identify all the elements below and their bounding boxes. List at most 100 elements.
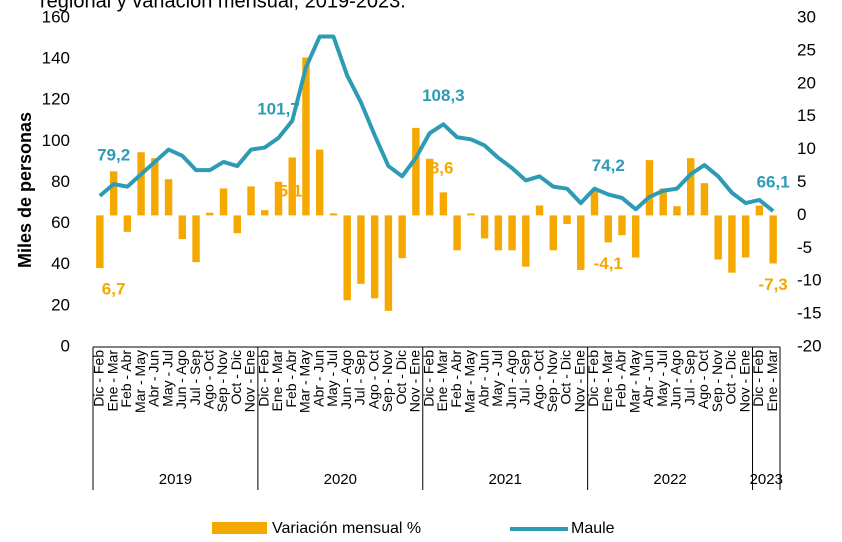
bar (357, 215, 365, 284)
bar (343, 215, 351, 301)
bar (522, 215, 530, 267)
bar (137, 152, 145, 216)
bar (549, 215, 557, 251)
x-tick-label: Jun - Ago (503, 350, 519, 409)
data-label: 74,2 (592, 156, 625, 175)
data-label: 79,2 (97, 146, 130, 165)
group-label: 2021 (489, 471, 522, 488)
x-tick-label: Oct - Dic (723, 350, 739, 404)
bar (700, 183, 709, 216)
x-tick-label: Mar - May (626, 350, 642, 413)
x-tick-label: Mar - May (132, 350, 148, 413)
bar (590, 190, 599, 216)
y2-tick-label: 0 (797, 205, 806, 224)
x-tick-label: Jul - Sep (352, 350, 368, 405)
bar (480, 215, 489, 239)
x-tick-label: Dic - Feb (750, 350, 766, 407)
legend-label: Maule (571, 520, 615, 537)
bar (714, 215, 722, 260)
y-tick-label: 140 (42, 49, 70, 68)
x-tick-label: Sep - Nov (214, 350, 230, 412)
bar (247, 186, 255, 216)
x-tick-label: Sep - Nov (379, 350, 395, 412)
x-tick-label: May - Jul (654, 350, 670, 407)
x-tick-label: Abr - Jun (475, 350, 491, 407)
x-tick-label: Ago - Oct (695, 350, 711, 409)
line (98, 34, 775, 213)
bar (728, 215, 736, 273)
bar (494, 215, 503, 251)
x-tick-label: Nov - Ene (571, 350, 587, 412)
bar (123, 215, 132, 232)
x-tick-label: Mar - May (297, 350, 313, 413)
bar (645, 160, 654, 216)
bar (659, 188, 667, 216)
y-tick-label: 160 (42, 7, 70, 26)
bar (370, 215, 379, 299)
x-tick-label: Ene - Mar (764, 350, 780, 412)
bar (288, 157, 296, 216)
bar (219, 188, 228, 216)
x-tick-label: Oct - Dic (393, 350, 409, 404)
y2-tick-label: -15 (797, 304, 822, 323)
x-tick-label: Ago - Oct (530, 350, 546, 409)
bar (109, 171, 118, 216)
bar (632, 215, 640, 258)
data-label: 66,1 (757, 173, 790, 192)
y-tick-label: 100 (42, 131, 70, 150)
bar (261, 210, 269, 216)
bar (673, 206, 681, 216)
bar (577, 215, 585, 271)
bar (178, 215, 187, 240)
data-label: -4,1 (594, 254, 623, 273)
y-tick-label: 40 (51, 254, 70, 273)
x-tick-label: Feb - Abr (283, 350, 299, 408)
y2-tick-label: 15 (797, 106, 816, 125)
x-tick-label: Jun - Ago (338, 350, 354, 409)
bar (425, 158, 434, 216)
data-label: 101,7 (257, 99, 300, 118)
y2-tick-label: -10 (797, 271, 822, 290)
y-tick-label: 60 (51, 213, 70, 232)
x-tick-label: Dic - Feb (585, 350, 601, 407)
y-tick-label: 80 (51, 172, 70, 191)
x-tick-label: Ene - Mar (599, 350, 615, 412)
bar (398, 215, 406, 259)
x-tick-label: Mar - May (462, 350, 478, 413)
x-tick-label: Jun - Ago (173, 350, 189, 409)
x-tick-label: Oct - Dic (558, 350, 574, 404)
x-tick-label: Jun - Ago (668, 350, 684, 409)
bar (412, 127, 420, 216)
y2-tick-label: -20 (797, 336, 822, 355)
x-tick-label: Ene - Mar (269, 350, 285, 412)
chart-title: regional y variación mensual, 2019-2023. (40, 0, 406, 12)
bar (741, 215, 750, 258)
bar (467, 213, 475, 216)
bar (316, 149, 324, 216)
x-tick-label: Ene - Mar (434, 350, 450, 412)
x-tick-label: May - Jul (324, 350, 340, 407)
x-tick-label: Jul - Sep (517, 350, 533, 405)
x-tick-label: Ago - Oct (365, 350, 381, 409)
x-tick-label: Dic - Feb (255, 350, 271, 407)
bar (164, 179, 173, 216)
x-tick-label: Nov - Ene (736, 350, 752, 412)
x-tick-label: Nov - Ene (407, 350, 423, 412)
data-label: -7,3 (758, 275, 787, 294)
bar (96, 215, 104, 269)
bar (769, 215, 777, 264)
x-tick-label: Jul - Sep (681, 350, 697, 405)
bar (384, 215, 393, 311)
y2-tick-label: 25 (797, 40, 816, 59)
y-tick-label: 0 (61, 336, 70, 355)
data-label: 5,1 (279, 181, 303, 200)
bar (329, 213, 338, 216)
bar (618, 215, 626, 236)
group-label: 2020 (324, 471, 357, 488)
x-tick-label: Sep - Nov (709, 350, 725, 412)
bar (192, 215, 200, 263)
x-tick-label: Ene - Mar (104, 350, 120, 412)
x-tick-label: Abr - Jun (146, 350, 162, 407)
bar (233, 215, 241, 234)
